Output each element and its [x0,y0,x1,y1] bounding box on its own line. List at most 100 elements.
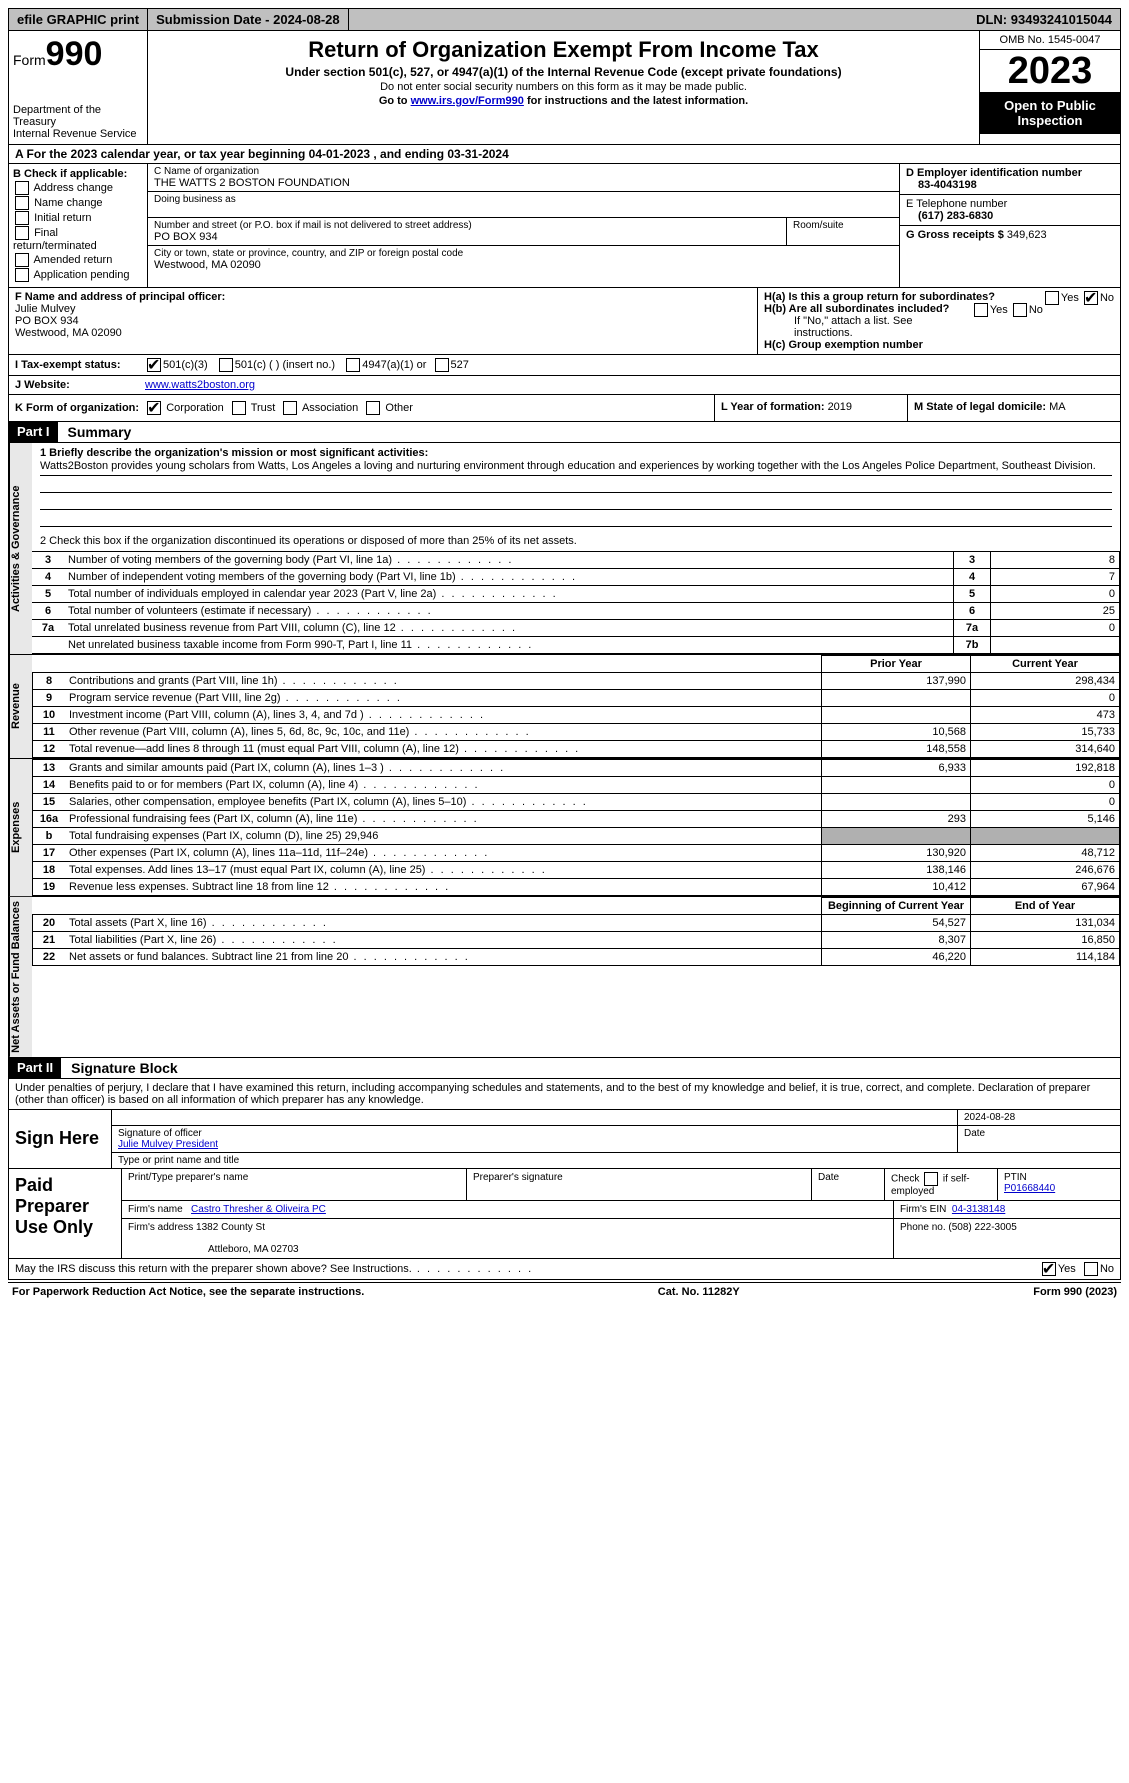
section-revenue: Revenue Prior YearCurrent Year8Contribut… [8,655,1121,759]
spacer [349,17,968,23]
gross: 349,623 [1007,229,1047,241]
discuss-row: May the IRS discuss this return with the… [8,1259,1121,1280]
net-assets-table: Beginning of Current YearEnd of Year20To… [32,897,1120,966]
room-label: Room/suite [793,220,893,231]
form-header: Form990 Department of the Treasury Inter… [8,31,1121,145]
website-link[interactable]: www.watts2boston.org [145,379,255,391]
part-1-header: Part I Summary [8,422,1121,443]
header-right: OMB No. 1545-0047 2023 Open to Public In… [979,31,1120,144]
state-domicile: M State of legal domicile: MA [908,395,1120,421]
group-return: H(a) Is this a group return for subordin… [758,288,1120,354]
cb-discuss-no[interactable] [1084,1262,1098,1276]
col-b-checkboxes: B Check if applicable: Address change Na… [9,164,148,287]
street-label: Number and street (or P.O. box if mail i… [154,220,780,231]
revenue-table: Prior YearCurrent Year8Contributions and… [32,655,1120,758]
cb-name-change[interactable]: Name change [13,196,143,210]
tel: (617) 283-6830 [906,210,1114,222]
dept-treasury: Department of the Treasury [13,104,143,128]
efile-label: efile GRAPHIC print [9,9,148,30]
org-name: THE WATTS 2 BOSTON FOUNDATION [154,177,893,189]
perjury-text: Under penalties of perjury, I declare th… [9,1079,1120,1109]
cb-address-change[interactable]: Address change [13,181,143,195]
tab-revenue: Revenue [9,655,32,758]
irs-link[interactable]: www.irs.gov/Form990 [411,95,524,107]
submission-date: Submission Date - 2024-08-28 [148,9,349,30]
line-2: 2 Check this box if the organization dis… [32,531,1120,551]
form-subtitle: Under section 501(c), 527, or 4947(a)(1)… [154,65,973,79]
city-label: City or town, state or province, country… [154,248,893,259]
form-footer: Form 990 (2023) [1033,1286,1117,1298]
page-footer: For Paperwork Reduction Act Notice, see … [8,1282,1121,1301]
cb-trust[interactable] [232,401,246,415]
firm-ein[interactable]: 04-3138148 [952,1204,1005,1215]
row-i-tax-status: I Tax-exempt status: 501(c)(3) 501(c) ( … [8,355,1121,376]
row-fh: F Name and address of principal officer:… [8,288,1121,355]
header-left: Form990 Department of the Treasury Inter… [9,31,148,144]
year-formation: L Year of formation: 2019 [715,395,908,421]
cb-4947[interactable] [346,358,360,372]
ptin[interactable]: P01668440 [1004,1183,1055,1194]
paid-preparer-block: Paid Preparer Use Only Print/Type prepar… [8,1169,1121,1259]
row-j-website: J Website: www.watts2boston.org [8,376,1121,395]
part-2-header: Part II Signature Block [8,1058,1121,1079]
city: Westwood, MA 02090 [154,259,893,271]
omb-number: OMB No. 1545-0047 [980,31,1120,50]
ein-label: D Employer identification number [906,167,1082,179]
form-number: Form990 [13,35,143,74]
top-bar: efile GRAPHIC print Submission Date - 20… [8,8,1121,31]
ssn-note: Do not enter social security numbers on … [154,81,973,93]
cb-self-employed[interactable]: Check if self-employed [885,1169,998,1200]
irs-label: Internal Revenue Service [13,128,143,140]
cb-501c[interactable] [219,358,233,372]
dln: DLN: 93493241015044 [968,9,1120,30]
firm-name[interactable]: Castro Thresher & Oliveira PC [191,1204,326,1215]
dba-label: Doing business as [154,194,893,205]
governance-table: 3Number of voting members of the governi… [32,551,1120,654]
cb-amended[interactable]: Amended return [13,253,143,267]
paid-preparer-label: Paid Preparer Use Only [9,1169,122,1258]
cb-final-return[interactable]: Final return/terminated [13,226,143,252]
header-mid: Return of Organization Exempt From Incom… [148,31,979,144]
org-name-label: C Name of organization [154,166,893,177]
signature-block: Under penalties of perjury, I declare th… [8,1079,1121,1169]
cb-discuss-yes[interactable] [1042,1262,1056,1276]
officer-name[interactable]: Julie Mulvey President [118,1139,218,1150]
mission-block: 1 Briefly describe the organization's mi… [32,443,1120,531]
cb-other[interactable] [366,401,380,415]
expenses-table: 13Grants and similar amounts paid (Part … [32,759,1120,896]
col-c: C Name of organization THE WATTS 2 BOSTO… [148,164,899,287]
cb-527[interactable] [435,358,449,372]
principal-officer: F Name and address of principal officer:… [9,288,758,354]
cb-501c3[interactable] [147,358,161,372]
street: PO BOX 934 [154,231,780,243]
goto-note: Go to www.irs.gov/Form990 for instructio… [154,95,973,107]
row-klm: K Form of organization: Corporation Trus… [8,395,1121,422]
tab-net-assets: Net Assets or Fund Balances [9,897,32,1057]
org-info-block: B Check if applicable: Address change Na… [8,164,1121,288]
tab-governance: Activities & Governance [9,443,32,654]
gross-label: G Gross receipts $ [906,229,1007,241]
public-inspection: Open to Public Inspection [980,92,1120,134]
cb-assoc[interactable] [283,401,297,415]
form-title: Return of Organization Exempt From Incom… [154,37,973,63]
sign-here-row: Sign Here 2024-08-28 Signature of office… [9,1109,1120,1168]
section-expenses: Expenses 13Grants and similar amounts pa… [8,759,1121,897]
ein: 83-4043198 [906,179,1114,191]
sign-date: 2024-08-28 [958,1110,1120,1125]
cb-corp[interactable] [147,401,161,415]
cb-initial-return[interactable]: Initial return [13,211,143,225]
form-of-org: K Form of organization: Corporation Trus… [9,395,715,421]
mission-text: Watts2Boston provides young scholars fro… [40,459,1112,476]
tel-label: E Telephone number [906,198,1114,210]
firm-phone: (508) 222-3005 [948,1222,1016,1233]
section-governance: Activities & Governance 1 Briefly descri… [8,443,1121,655]
tab-expenses: Expenses [9,759,32,896]
sign-here-label: Sign Here [9,1110,111,1168]
row-a-tax-year: A For the 2023 calendar year, or tax yea… [8,145,1121,164]
paperwork-notice: For Paperwork Reduction Act Notice, see … [12,1286,364,1298]
cat-no: Cat. No. 11282Y [658,1286,740,1298]
cb-pending[interactable]: Application pending [13,268,143,282]
tax-year: 2023 [980,50,1120,92]
col-d: D Employer identification number 83-4043… [899,164,1120,287]
section-net-assets: Net Assets or Fund Balances Beginning of… [8,897,1121,1058]
